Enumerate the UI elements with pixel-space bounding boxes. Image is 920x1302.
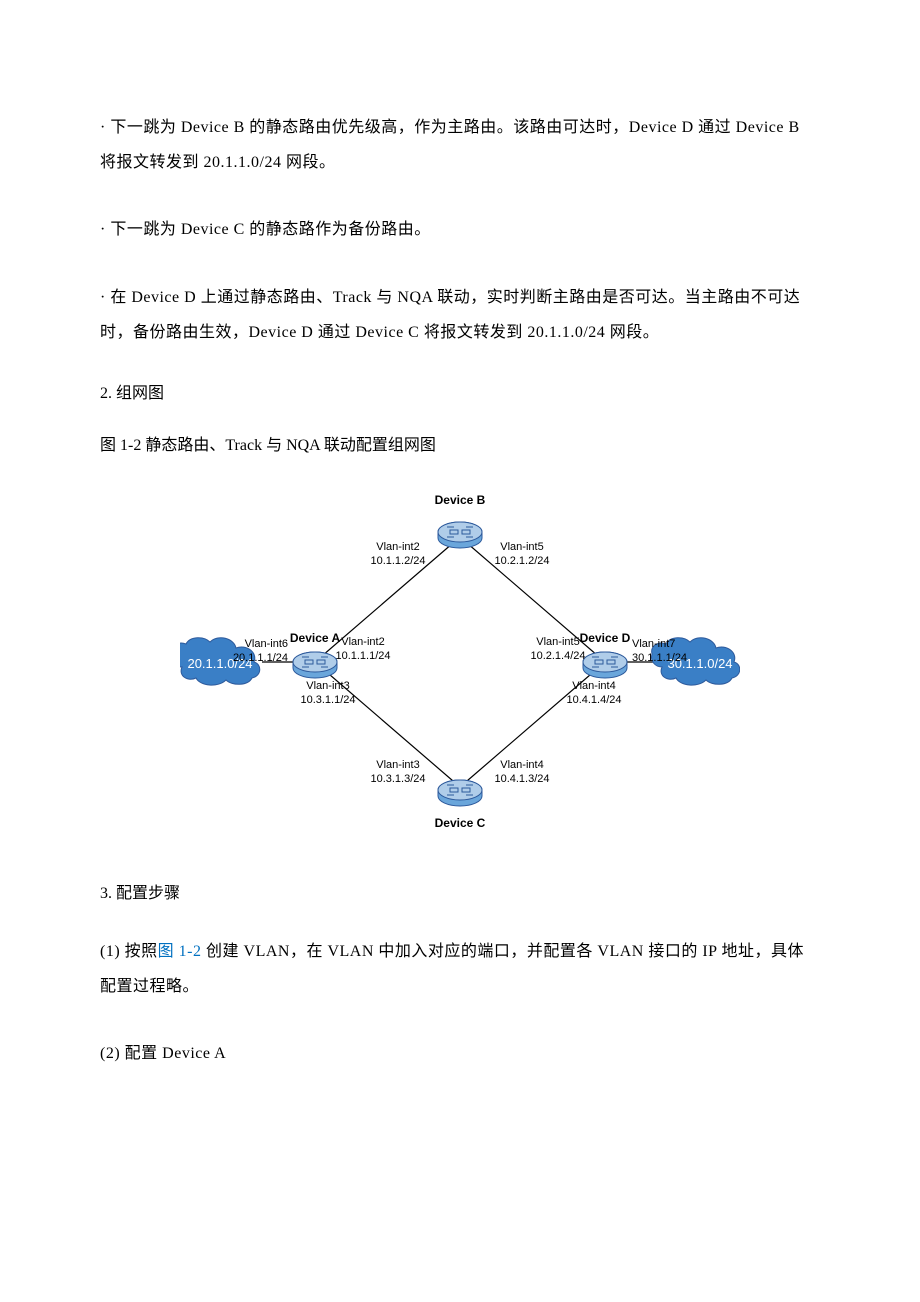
- c-right-ip: 10.4.1.3/24: [494, 773, 549, 785]
- figure-caption: 图 1-2 静态路由、Track 与 NQA 联动配置组网图: [100, 434, 820, 458]
- c-right-int: Vlan-int4: [500, 759, 543, 771]
- d-top-int: Vlan-int5: [536, 636, 579, 648]
- device-a-label: Device A: [290, 631, 341, 645]
- router-a: [293, 652, 337, 678]
- network-svg: 20.1.1.0/24 30.1.1.0/24 Device B Device …: [180, 482, 740, 852]
- b-right-int: Vlan-int5: [500, 541, 543, 553]
- d-bottom-ip: 10.4.1.4/24: [566, 694, 621, 706]
- b-left-int: Vlan-int2: [376, 541, 419, 553]
- paragraph-3: · 在 Device D 上通过静态路由、Track 与 NQA 联动，实时判断…: [100, 280, 820, 350]
- a-bottom-int: Vlan-int3: [306, 680, 349, 692]
- device-b-label: Device B: [435, 493, 486, 507]
- step-1-link[interactable]: 图 1-2: [158, 943, 202, 960]
- step-2: (2) 配置 Device A: [100, 1036, 820, 1071]
- a-top-ip: 10.1.1.1/24: [335, 650, 390, 662]
- d-bottom-int: Vlan-int4: [572, 680, 615, 692]
- a-bottom-ip: 10.3.1.1/24: [300, 694, 355, 706]
- router-b: [438, 522, 482, 548]
- step-1: (1) 按照图 1-2 创建 VLAN，在 VLAN 中加入对应的端口，并配置各…: [100, 934, 820, 1004]
- d-right-ip: 30.1.1.1/24: [632, 652, 687, 664]
- d-right-int: Vlan-int7: [632, 638, 675, 650]
- c-left-int: Vlan-int3: [376, 759, 419, 771]
- b-left-ip: 10.1.1.2/24: [370, 555, 425, 567]
- paragraph-2: · 下一跳为 Device C 的静态路作为备份路由。: [100, 212, 820, 247]
- section-2-heading: 2. 组网图: [100, 382, 820, 406]
- section-3-heading: 3. 配置步骤: [100, 882, 820, 906]
- device-c-label: Device C: [435, 816, 486, 830]
- b-right-ip: 10.2.1.2/24: [494, 555, 549, 567]
- paragraph-1: · 下一跳为 Device B 的静态路由优先级高，作为主路由。该路由可达时，D…: [100, 110, 820, 180]
- network-diagram: 20.1.1.0/24 30.1.1.0/24 Device B Device …: [180, 482, 740, 852]
- step-1-prefix: (1) 按照: [100, 943, 158, 960]
- device-d-label: Device D: [580, 631, 631, 645]
- a-left-ip: 20.1.1.1/24: [233, 652, 288, 664]
- router-d: [583, 652, 627, 678]
- a-left-int: Vlan-int6: [245, 638, 288, 650]
- d-top-ip: 10.2.1.4/24: [530, 650, 585, 662]
- step-1-suffix: 创建 VLAN，在 VLAN 中加入对应的端口，并配置各 VLAN 接口的 IP…: [100, 943, 804, 995]
- a-top-int: Vlan-int2: [341, 636, 384, 648]
- c-left-ip: 10.3.1.3/24: [370, 773, 425, 785]
- router-c: [438, 780, 482, 806]
